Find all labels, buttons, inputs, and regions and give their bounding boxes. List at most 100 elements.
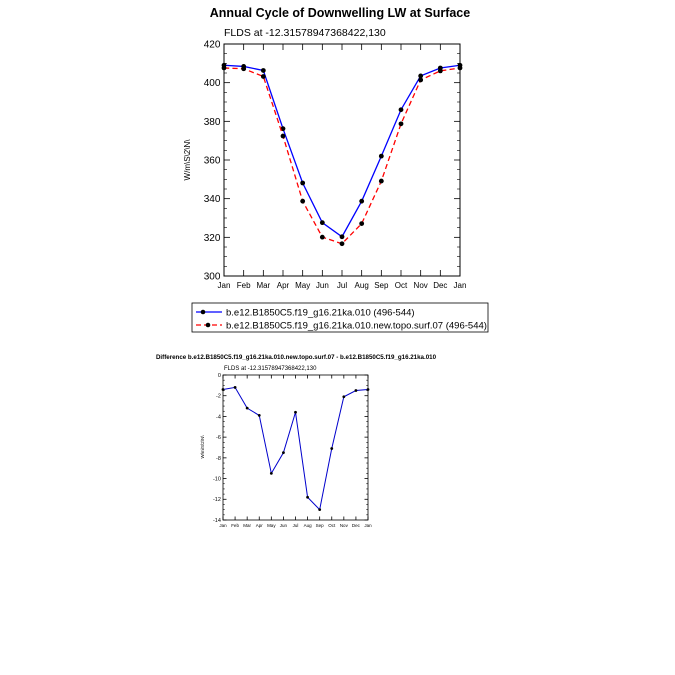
data-point-series-1 xyxy=(354,389,358,392)
data-point-series-1 xyxy=(300,180,306,186)
y-tick-label: -14 xyxy=(213,518,221,524)
data-point-series-2 xyxy=(241,66,247,72)
data-point-series-1 xyxy=(319,220,325,226)
data-point-series-1 xyxy=(245,406,249,410)
chart2-y-axis: -14 -12 -10 -8 -6 -4 -2 0 xyxy=(213,373,368,524)
x-tick-label: Jan xyxy=(364,523,372,528)
y-tick-label: 320 xyxy=(204,233,221,244)
data-point-series-1 xyxy=(280,126,286,132)
legend-marker-series-1 xyxy=(200,309,206,315)
chart1-y-axis: 300 320 340 360 380 400 420 xyxy=(204,40,460,283)
series-line-2 xyxy=(223,67,461,245)
data-point-series-2 xyxy=(280,133,286,139)
x-tick-label: Oct xyxy=(328,523,336,528)
chart2-title: Difference b.e12.B1850C5.f19_g16.21ka.01… xyxy=(156,354,437,361)
y-tick-label: 360 xyxy=(204,156,221,167)
chart1-series-layer xyxy=(221,62,463,247)
y-tick-label: -6 xyxy=(216,435,221,441)
chart2-plot-frame xyxy=(222,374,369,521)
data-point-series-1 xyxy=(233,386,237,389)
x-tick-label: Dec xyxy=(433,281,447,290)
data-point-series-2 xyxy=(398,121,404,127)
legend-marker-series-2 xyxy=(205,322,211,328)
x-tick-label: Jan xyxy=(218,281,231,290)
chart1-plot-frame xyxy=(223,43,461,277)
x-tick-label: Jan xyxy=(454,281,467,290)
x-tick-label: Apr xyxy=(256,523,264,528)
data-point-series-1 xyxy=(318,508,322,512)
y-tick-label: 380 xyxy=(204,117,221,128)
legend-box xyxy=(191,302,489,333)
x-tick-label: Nov xyxy=(414,281,428,290)
data-point-series-2 xyxy=(457,65,463,71)
chart1-subtitle: FLDS at -12.31578947368422,130 xyxy=(224,27,386,39)
y-tick-label: 420 xyxy=(204,40,221,51)
chart-difference: Difference b.e12.B1850C5.f19_g16.21ka.01… xyxy=(156,354,437,528)
chart1-x-axis: Jan Feb Mar Apr May Jun Jul Aug Sep Oct Nov Dec Jan xyxy=(218,44,467,290)
data-point-series-2 xyxy=(339,241,345,247)
chart1-ylabel: W/m\S\2\N\ xyxy=(183,139,192,181)
data-point-series-1 xyxy=(221,388,225,391)
chart2-subtitle: FLDS at -12.31578947368422,130 xyxy=(224,366,317,372)
x-tick-label: Aug xyxy=(304,523,313,528)
legend-label-series-1: b.e12.B1850C5.f19_g16.21ka.010 (496-544) xyxy=(226,308,415,319)
x-tick-label: Jun xyxy=(280,523,288,528)
x-tick-label: Jul xyxy=(337,281,347,290)
data-point-series-1 xyxy=(294,410,297,414)
x-tick-label: Sep xyxy=(374,281,389,290)
data-point-series-1 xyxy=(339,234,345,240)
data-point-series-1 xyxy=(398,107,404,113)
x-tick-label: Feb xyxy=(231,523,239,528)
data-point-series-1 xyxy=(418,73,424,79)
data-point-series-1 xyxy=(282,451,285,455)
x-tick-label: Feb xyxy=(237,281,251,290)
y-tick-label: 0 xyxy=(218,373,221,379)
chart1-title: Annual Cycle of Downwelling LW at Surfac… xyxy=(210,6,470,20)
data-point-series-1 xyxy=(269,471,273,475)
data-point-series-1 xyxy=(342,395,346,399)
data-point-series-1 xyxy=(378,153,384,159)
data-point-series-2 xyxy=(319,234,325,240)
series-line-1 xyxy=(222,386,369,511)
data-point-series-1 xyxy=(330,447,334,450)
data-point-series-1 xyxy=(359,198,365,204)
x-tick-label: Mar xyxy=(256,281,270,290)
data-point-series-2 xyxy=(300,198,306,204)
data-point-series-2 xyxy=(378,178,384,184)
x-tick-label: Jul xyxy=(293,523,299,528)
data-point-series-1 xyxy=(257,413,261,417)
x-tick-label: Oct xyxy=(395,281,408,290)
x-tick-label: Dec xyxy=(352,523,361,528)
data-point-series-1 xyxy=(260,68,266,73)
series-line-1 xyxy=(223,64,461,238)
chart2-ylabel: W/m\S\2\N\ xyxy=(200,435,205,459)
data-point-series-2 xyxy=(437,68,443,74)
y-tick-label: -2 xyxy=(216,394,221,400)
x-tick-label: Nov xyxy=(340,523,349,528)
x-tick-label: Aug xyxy=(355,281,369,290)
data-point-series-2 xyxy=(221,65,227,71)
y-tick-label: 300 xyxy=(204,272,221,283)
y-tick-label: -8 xyxy=(216,456,221,462)
x-tick-label: Apr xyxy=(277,281,290,290)
x-tick-label: May xyxy=(267,523,276,528)
y-tick-label: 400 xyxy=(204,78,221,89)
x-tick-label: Jan xyxy=(219,523,227,528)
data-point-series-1 xyxy=(306,495,309,499)
chart2-series-layer xyxy=(221,386,370,512)
x-tick-label: Mar xyxy=(243,523,251,528)
y-tick-label: 340 xyxy=(204,194,221,205)
legend-label-series-2: b.e12.B1850C5.f19_g16.21ka.010.new.topo.… xyxy=(226,321,487,332)
data-point-series-1 xyxy=(366,388,370,391)
y-tick-label: -12 xyxy=(213,497,221,503)
y-tick-label: -10 xyxy=(213,476,221,482)
y-tick-label: -4 xyxy=(216,414,221,420)
chart-annual-cycle: Annual Cycle of Downwelling LW at Surfac… xyxy=(183,6,489,333)
chart2-x-axis: Jan Feb Mar Apr May Jun Jul Aug Sep Oct Nov Dec Jan xyxy=(219,375,372,528)
x-tick-label: Jun xyxy=(316,281,329,290)
x-tick-label: Sep xyxy=(316,523,325,528)
data-point-series-2 xyxy=(260,74,266,79)
data-point-series-2 xyxy=(359,221,365,227)
x-tick-label: May xyxy=(295,281,310,290)
